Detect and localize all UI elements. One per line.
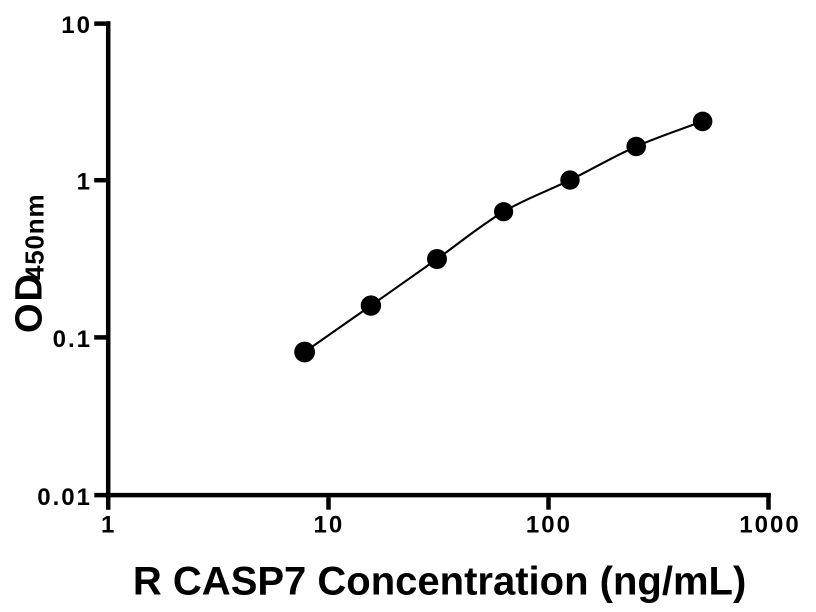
svg-text:100: 100 bbox=[526, 512, 572, 539]
svg-text:10: 10 bbox=[314, 512, 345, 539]
svg-text:1: 1 bbox=[101, 512, 116, 539]
svg-text:1000: 1000 bbox=[739, 512, 800, 539]
svg-text:10: 10 bbox=[61, 12, 92, 39]
svg-text:0.01: 0.01 bbox=[37, 484, 92, 511]
svg-text:R CASP7 Concentration (ng/mL): R CASP7 Concentration (ng/mL) bbox=[133, 560, 746, 604]
svg-text:0.1: 0.1 bbox=[53, 326, 92, 353]
svg-text:1: 1 bbox=[77, 169, 92, 196]
